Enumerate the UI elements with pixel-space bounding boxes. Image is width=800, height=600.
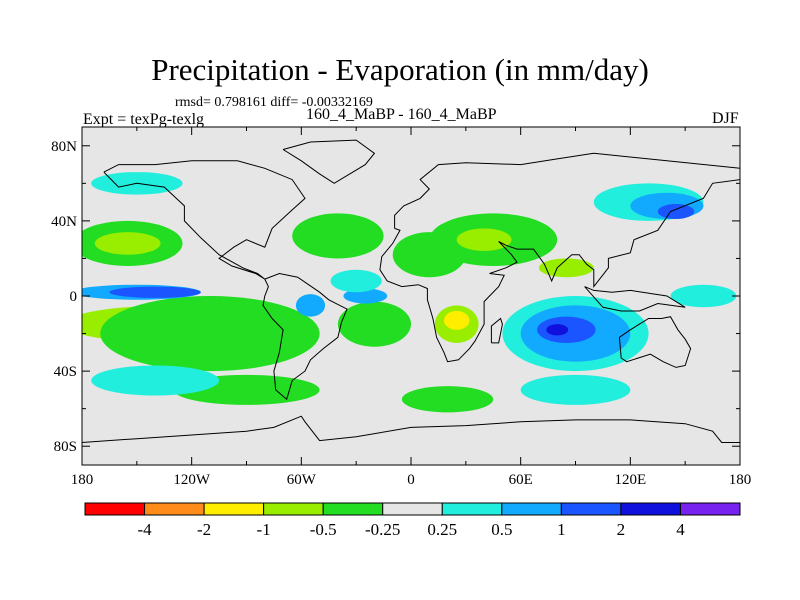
field-equatorial-pacific-strong-wet [109,286,201,298]
colorbar-swatch [263,502,324,516]
colorbar-swatch [84,502,146,516]
x-tick-label: 0 [407,472,415,488]
coastline-madagascar [490,317,503,344]
coastline-eurasia-africa [379,152,740,363]
colorbar-label: -0.25 [365,520,400,539]
coastline-north-america [103,160,306,280]
field-arabia-moderate-dry [456,228,512,251]
field-south-atlantic-weak-wet [330,269,382,293]
y-tick-label: 80S [54,439,77,455]
colorbar-swatch [441,502,503,516]
y-tick-label: 80N [51,139,77,155]
field-west-pacific-strong-wet [657,203,695,220]
colorbar-swatch [560,502,622,516]
chart-title: Precipitation - Evaporation (in mm/day) [151,52,649,87]
stats-text: rmsd= 0.798161 diff= -0.00332169 [175,95,373,110]
y-tick-label: 40S [54,364,77,380]
colorbar-swatch [203,502,265,516]
coastline-maritime-continent [584,286,686,312]
field-india-moderate-dry [538,258,594,278]
y-tick-label: 40N [51,214,77,230]
x-tick-label: 180 [71,472,94,488]
colorbar-swatch [679,502,741,516]
coastline-south-america [262,272,348,401]
field-atlantic-equatorial-wet [343,288,388,304]
field-south-atlantic-weak-dry [337,301,412,347]
colorbar-label: -4 [137,520,152,539]
colorbar-label: -1 [257,520,271,539]
runs-label: 160_4_MaBP - 160_4_MaBP [306,106,497,123]
colorbar-label: -0.5 [310,520,337,539]
colorbar-label: 1 [557,520,566,539]
colorbar-swatch [322,502,384,516]
x-tick-label: 120W [173,472,211,488]
coastline-antarctica [82,415,740,443]
colorbar-swatch [620,502,681,516]
field-indian-ocean-very-strong-wet [546,324,569,336]
field-southern-africa-weak-dry [401,386,494,413]
coastline-greenland [282,139,376,184]
colorbar-label: 4 [676,520,685,539]
colorbar-label: 2 [617,520,626,539]
field-south-pacific-weak-wet [91,365,220,396]
x-tick-label: 120E [614,472,646,488]
field-southern-indian-ocean-weak-wet [520,374,631,405]
y-tick-label: 0 [70,289,78,305]
field-equatorial-east-pacific-weak-wet [670,284,737,308]
coastline-australia [618,316,692,368]
colorbar-swatch [144,502,205,516]
colorbar-swatch [382,502,443,516]
field-amazon-wet [295,294,326,317]
colorbar-label: -2 [197,520,211,539]
x-tick-label: 180 [729,472,752,488]
experiment-label: Expt = texPg-texlg [83,111,205,128]
season-label: DJF [712,110,739,127]
field-east-africa-yellow-dry [443,311,470,330]
field-layer [82,139,740,443]
colorbar-swatch [501,502,562,516]
colorbar-label: 0.25 [427,520,457,539]
field-south-pacific-weak-dry [100,296,320,372]
x-tick-label: 60E [509,472,533,488]
field-north-pacific-moderate-dry [94,232,161,255]
colorbar-label: 0.5 [491,520,512,539]
x-tick-label: 60W [287,472,317,488]
field-north-atlantic-weak-dry [292,213,384,259]
